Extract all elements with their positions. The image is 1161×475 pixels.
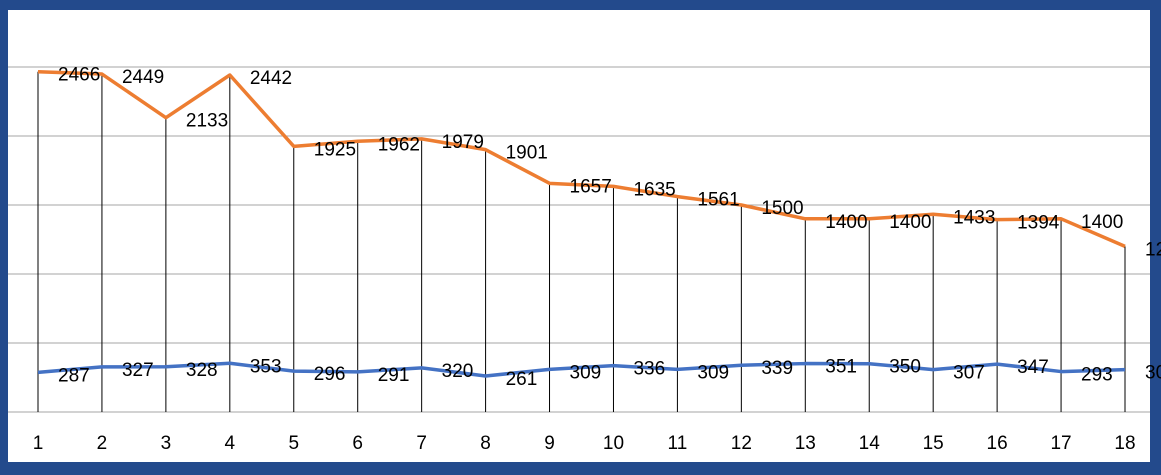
x-tick-label: 8 (480, 433, 491, 454)
data-label: 1962 (378, 134, 420, 155)
data-label: 1635 (633, 179, 675, 200)
data-label: 1561 (697, 190, 739, 211)
x-tick-label: 13 (795, 433, 816, 454)
data-label: 307 (953, 363, 985, 384)
data-label: 351 (825, 357, 857, 378)
data-label: 261 (506, 369, 538, 390)
x-tick-label: 6 (352, 433, 363, 454)
data-label: 291 (378, 365, 410, 386)
x-tick-label: 16 (987, 433, 1008, 454)
data-label: 1500 (761, 198, 803, 219)
x-tick-label: 9 (544, 433, 555, 454)
data-label: 1657 (570, 176, 612, 197)
x-tick-label: 15 (923, 433, 944, 454)
data-label: 1925 (314, 139, 356, 160)
x-tick-label: 2 (97, 433, 108, 454)
data-label: 1200 (1145, 239, 1161, 260)
data-label: 287 (58, 365, 90, 386)
data-label: 296 (314, 364, 346, 385)
data-label: 1901 (506, 143, 548, 164)
series-line (37, 69, 1126, 249)
data-label: 2449 (122, 67, 164, 88)
data-label: 320 (442, 361, 474, 382)
data-label: 353 (250, 356, 282, 377)
data-label: 347 (1017, 357, 1049, 378)
data-label: 307 (1145, 363, 1161, 384)
x-tick-label: 14 (859, 433, 881, 454)
data-label: 2442 (250, 68, 292, 89)
data-label: 293 (1081, 365, 1113, 386)
x-tick-label: 10 (603, 433, 624, 454)
data-label: 1979 (442, 132, 484, 153)
data-label: 1400 (889, 212, 931, 233)
x-tick-label: 7 (416, 433, 427, 454)
series-line (37, 361, 1126, 378)
data-label: 2133 (186, 111, 228, 132)
data-label: 1433 (953, 207, 995, 228)
x-tick-label: 3 (161, 433, 172, 454)
data-label: 336 (633, 359, 665, 380)
data-label: 327 (122, 360, 154, 381)
x-tick-label: 1 (33, 433, 44, 454)
data-label: 328 (186, 360, 218, 381)
data-label: 339 (761, 358, 793, 379)
x-tick-label: 18 (1114, 433, 1135, 454)
x-tick-label: 17 (1050, 433, 1071, 454)
x-tick-label: 12 (731, 433, 752, 454)
data-label: 1400 (825, 212, 867, 233)
x-tick-label: 11 (668, 433, 688, 454)
x-tick-label: 4 (225, 433, 236, 454)
data-label: 350 (889, 357, 921, 378)
data-label: 1400 (1081, 212, 1123, 233)
data-label: 2466 (58, 65, 100, 86)
data-label: 309 (697, 362, 729, 383)
data-label: 1394 (1017, 213, 1060, 234)
plot-background (8, 10, 1150, 462)
data-label: 309 (570, 362, 602, 383)
x-tick-label: 5 (288, 433, 299, 454)
